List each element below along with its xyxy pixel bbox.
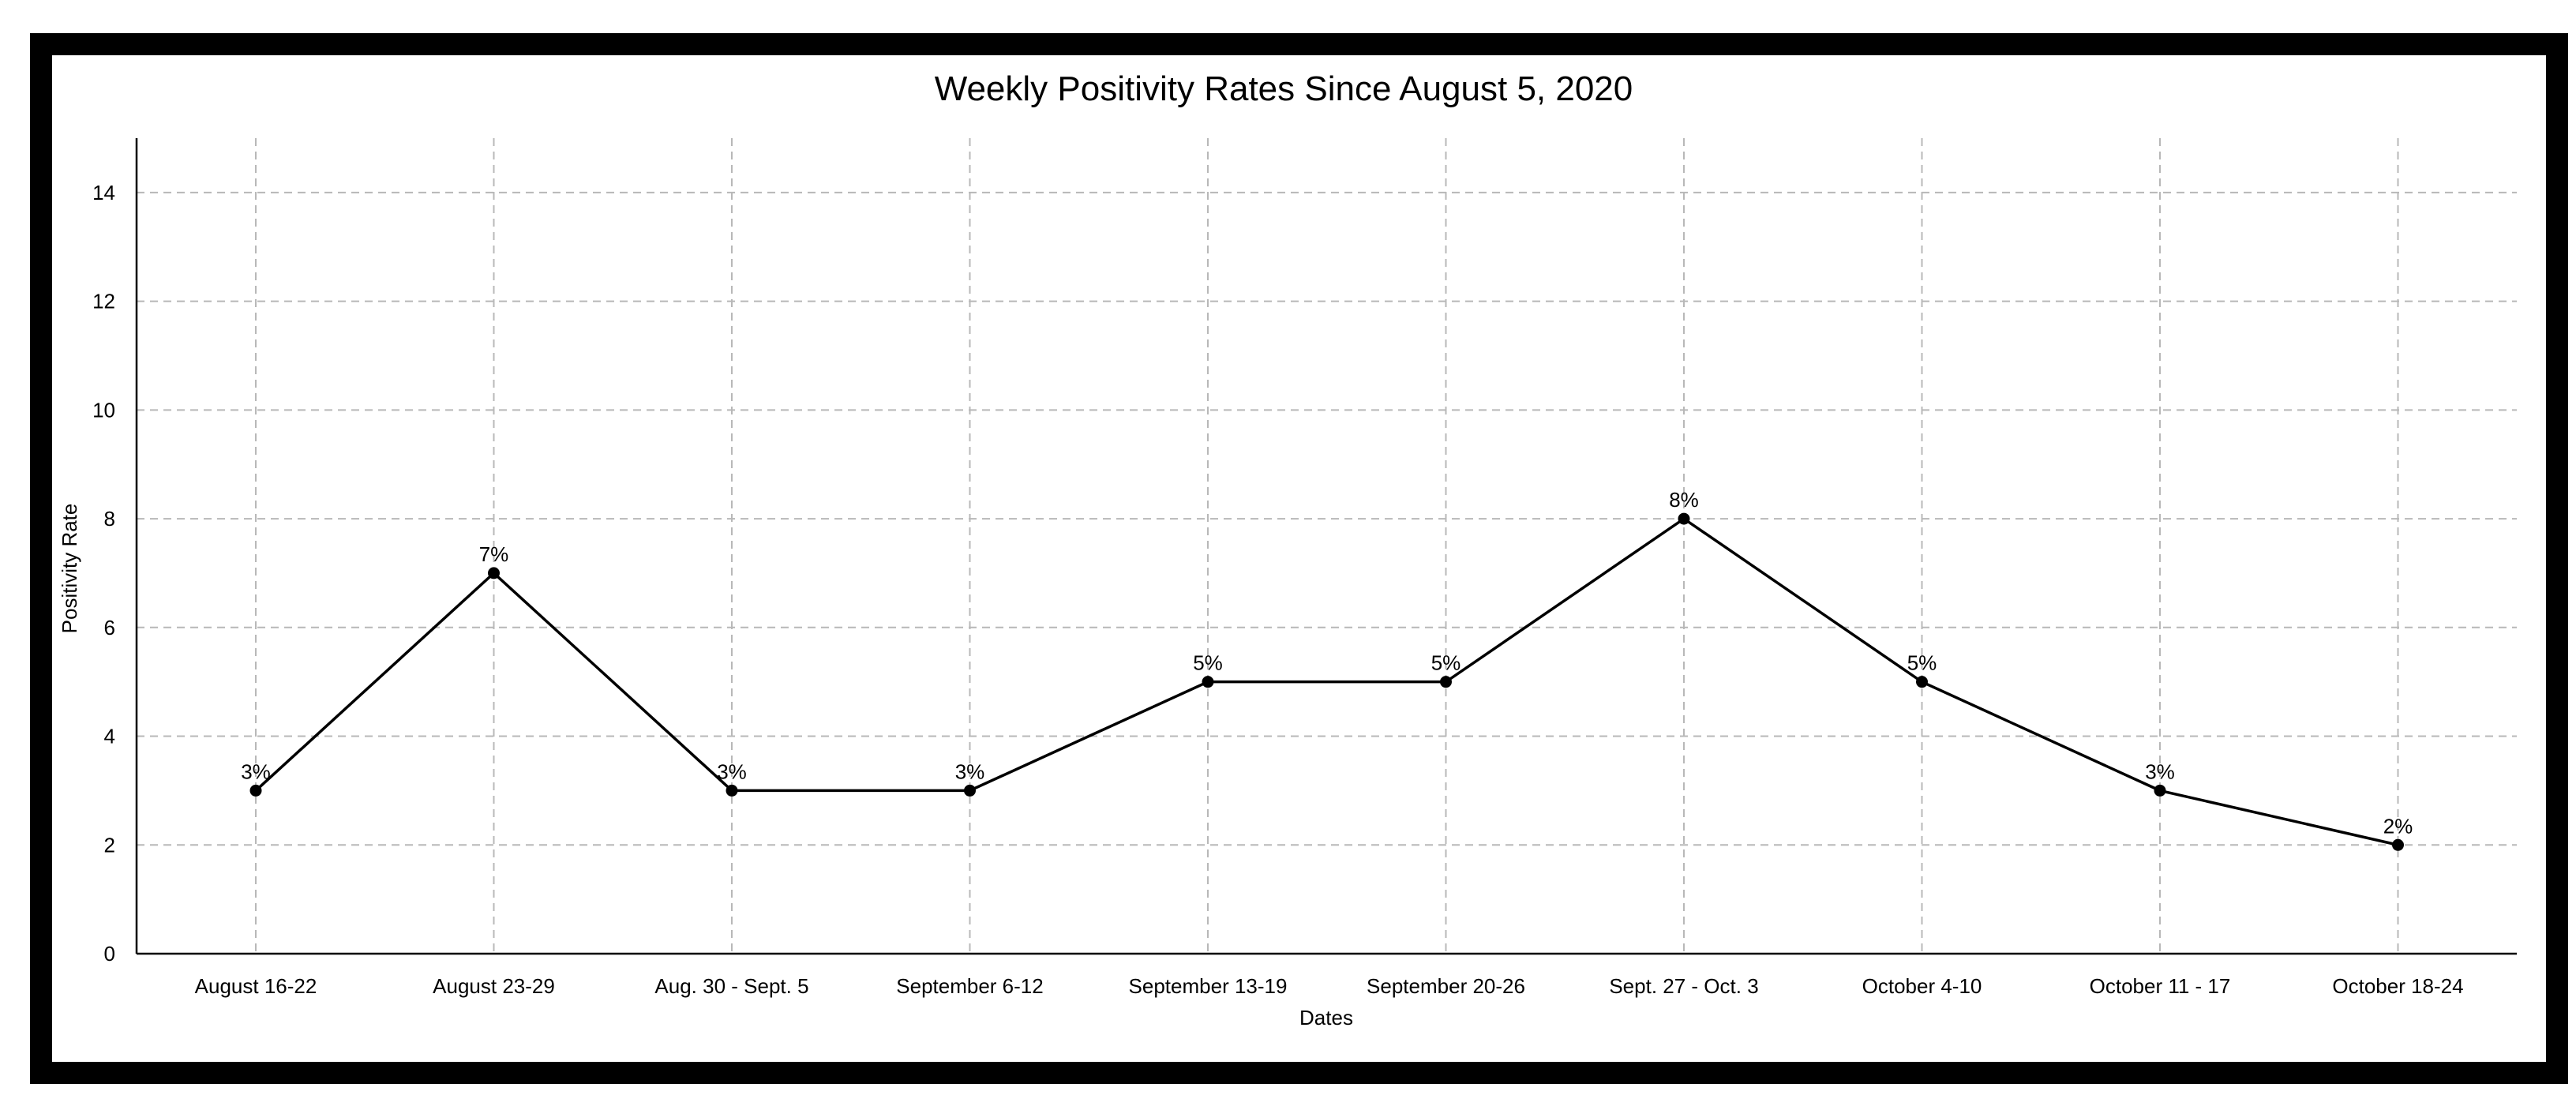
x-tick-label: September 20-26 [1367, 974, 1525, 998]
x-tick-label: Sept. 27 - Oct. 3 [1609, 974, 1758, 998]
x-axis-ticks: August 16-22 August 23-29 Aug. 30 - Sept. … [195, 974, 2464, 998]
y-tick-label: 6 [104, 616, 115, 639]
data-label: 5% [1193, 651, 1223, 675]
x-axis-label: Dates [1299, 1006, 1353, 1029]
data-point [1202, 676, 1214, 688]
data-label: 8% [1669, 488, 1699, 512]
data-point [2392, 838, 2404, 851]
x-tick-label: August 23-29 [433, 974, 555, 998]
y-tick-label: 2 [104, 833, 115, 857]
data-point [1678, 512, 1690, 525]
data-label: 2% [2383, 814, 2413, 838]
data-point [726, 784, 738, 797]
x-tick-label: September 13-19 [1129, 974, 1288, 998]
axes [135, 138, 2517, 955]
data-label: 3% [241, 759, 271, 783]
y-tick-label: 4 [104, 725, 115, 748]
y-tick-label: 0 [104, 942, 115, 966]
data-point [2154, 784, 2166, 797]
y-axis-label: Positivity Rate [58, 504, 81, 634]
x-tick-label: September 6-12 [896, 974, 1043, 998]
series [249, 512, 2404, 851]
chart-frame [30, 33, 2568, 1084]
x-tick-label: August 16-22 [195, 974, 317, 998]
data-labels: 3% 7% 3% 3% 5% 5% 8% 5% 3% 2% [241, 488, 2413, 838]
data-point [964, 784, 976, 797]
y-tick-label: 12 [92, 290, 115, 313]
data-point [1440, 676, 1452, 688]
data-label: 5% [1907, 651, 1937, 675]
series-line [254, 516, 2398, 846]
data-label: 3% [955, 759, 985, 783]
x-tick-label: October 4-10 [1862, 974, 1982, 998]
chart-title: Weekly Positivity Rates Since August 5, … [935, 69, 1633, 108]
y-tick-label: 10 [92, 398, 115, 422]
x-tick-label: Aug. 30 - Sept. 5 [654, 974, 808, 998]
y-tick-label: 8 [104, 507, 115, 531]
data-label: 7% [479, 542, 509, 566]
data-point [1916, 676, 1928, 688]
data-point [488, 567, 500, 579]
grid [137, 138, 2517, 954]
data-label: 5% [1431, 651, 1461, 675]
x-tick-label: October 18-24 [2332, 974, 2463, 998]
data-label: 3% [717, 759, 747, 783]
y-axis-ticks: 0 2 4 6 8 10 12 14 [92, 181, 115, 966]
data-label: 3% [2145, 759, 2175, 783]
y-tick-label: 14 [92, 181, 115, 204]
x-tick-label: October 11 - 17 [2090, 974, 2231, 998]
data-point [249, 784, 262, 797]
